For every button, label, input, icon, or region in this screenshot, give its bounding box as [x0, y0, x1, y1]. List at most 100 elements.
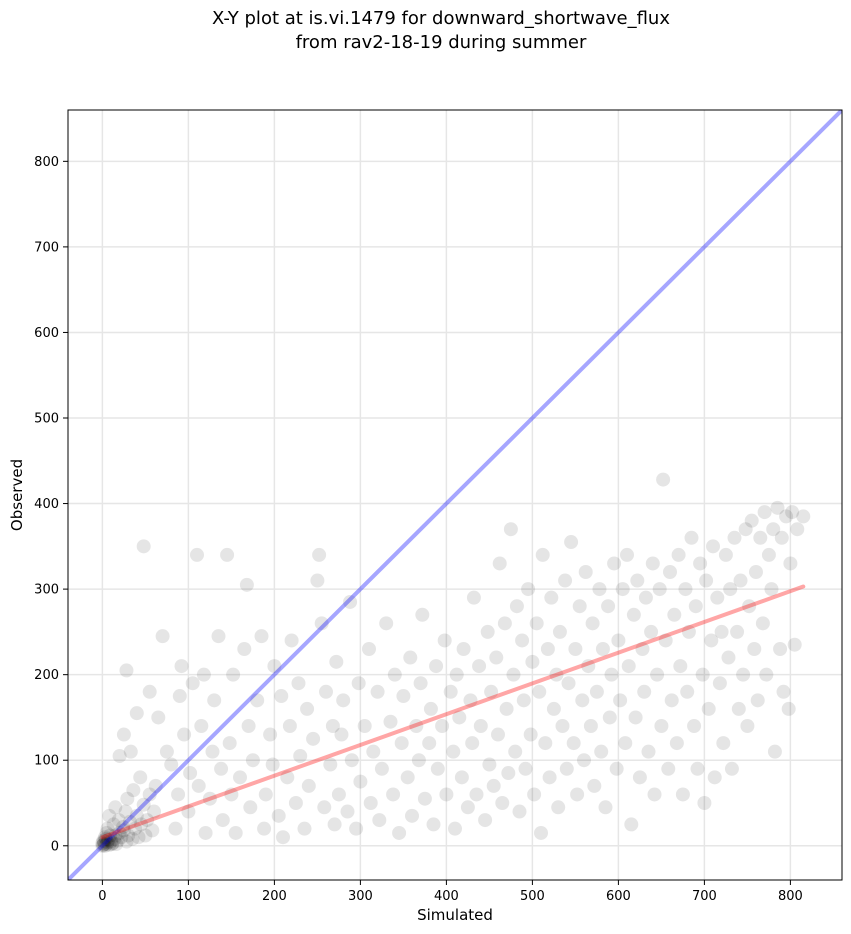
data-point-100: [276, 830, 290, 845]
data-point-19: [108, 828, 123, 843]
data-point-272: [690, 761, 705, 776]
data-point-292: [733, 573, 748, 588]
data-point-284: [716, 736, 731, 751]
grid-lines: [68, 110, 842, 880]
data-point-119: [329, 654, 344, 669]
reference-lines: [68, 110, 842, 880]
data-point-250: [644, 624, 659, 639]
x-tick-label-8: 800: [778, 889, 803, 904]
data-point-203: [542, 770, 557, 785]
data-point-50: [112, 748, 127, 763]
data-point-57: [151, 710, 166, 725]
data-point-239: [620, 547, 634, 562]
data-point-163: [452, 710, 467, 725]
data-point-254: [652, 582, 667, 597]
data-point-177: [486, 778, 501, 793]
data-point-75: [205, 744, 220, 759]
plot-frame: [67, 109, 843, 881]
data-point-265: [675, 787, 690, 802]
data-point-133: [370, 684, 385, 699]
data-point-149: [415, 607, 430, 622]
data-point-307: [766, 522, 781, 537]
data-point-101: [280, 770, 295, 785]
data-point-182: [497, 616, 512, 631]
data-point-97: [267, 659, 282, 674]
data-point-112: [312, 547, 327, 562]
data-point-52: [116, 727, 131, 742]
data-point-91: [250, 693, 265, 708]
data-point-275: [697, 796, 712, 810]
data-point-146: [409, 719, 424, 733]
data-point-121: [334, 727, 349, 742]
data-point-312: [776, 684, 791, 699]
x-tick-label-7: 700: [692, 889, 717, 904]
data-point-150: [417, 791, 432, 806]
data-point-175: [482, 757, 497, 772]
data-point-118: [327, 817, 342, 832]
data-point-154: [429, 659, 444, 674]
data-point-270: [687, 719, 702, 733]
data-point-8: [96, 833, 111, 848]
data-point-78: [214, 761, 229, 776]
data-point-0: [95, 838, 110, 853]
data-point-251: [645, 556, 660, 571]
data-point-93: [257, 821, 272, 836]
data-point-300: [750, 693, 765, 708]
data-point-123: [340, 804, 355, 819]
data-point-189: [512, 804, 527, 819]
data-point-34: [125, 831, 140, 846]
data-point-202: [540, 642, 555, 656]
data-point-20: [100, 821, 115, 836]
data-point-5: [97, 834, 112, 849]
data-point-285: [718, 547, 733, 562]
data-point-196: [527, 787, 542, 802]
data-point-56: [142, 684, 157, 699]
data-point-237: [615, 582, 630, 597]
data-point-209: [555, 719, 570, 733]
data-point-42: [126, 783, 141, 798]
y-tick-label-2: 200: [34, 668, 59, 683]
data-point-166: [460, 800, 475, 815]
data-point-228: [595, 642, 610, 656]
data-point-207: [551, 800, 566, 815]
data-point-47: [145, 823, 160, 838]
y-axis-label: Observed: [8, 459, 26, 531]
data-point-308: [767, 744, 782, 759]
data-point-18: [104, 837, 119, 852]
data-point-287: [723, 582, 738, 597]
data-point-236: [613, 693, 628, 708]
data-point-201: [538, 736, 553, 751]
x-tick-label-3: 300: [348, 889, 373, 904]
data-point-60: [164, 757, 179, 772]
data-point-13: [104, 834, 118, 849]
data-point-242: [626, 607, 641, 622]
data-point-306: [764, 582, 779, 597]
data-point-131: [363, 796, 378, 810]
data-point-53: [129, 706, 144, 721]
data-point-173: [478, 813, 493, 828]
data-point-238: [618, 736, 633, 751]
data-point-273: [693, 556, 708, 571]
data-point-171: [472, 659, 487, 674]
data-point-116: [323, 757, 338, 772]
data-point-255: [654, 719, 669, 733]
data-point-240: [621, 659, 636, 674]
data-point-24: [106, 817, 121, 832]
data-point-41: [136, 797, 151, 812]
data-point-2: [97, 837, 112, 852]
data-point-83: [226, 667, 241, 682]
data-point-247: [637, 684, 652, 699]
data-point-280: [707, 770, 722, 785]
data-point-316: [785, 505, 800, 520]
data-point-281: [710, 590, 725, 605]
x-axis-label: Simulated: [417, 906, 493, 924]
data-point-84: [228, 825, 243, 840]
data-point-274: [695, 667, 710, 682]
data-point-113: [314, 616, 329, 631]
x-axis: 0 100 200 300 400 500 600 700 800: [98, 880, 803, 904]
y-tick-label-5: 500: [34, 412, 59, 427]
data-point-136: [379, 616, 394, 631]
data-point-178: [489, 650, 504, 665]
data-point-304: [759, 667, 774, 682]
data-point-30: [121, 828, 136, 843]
